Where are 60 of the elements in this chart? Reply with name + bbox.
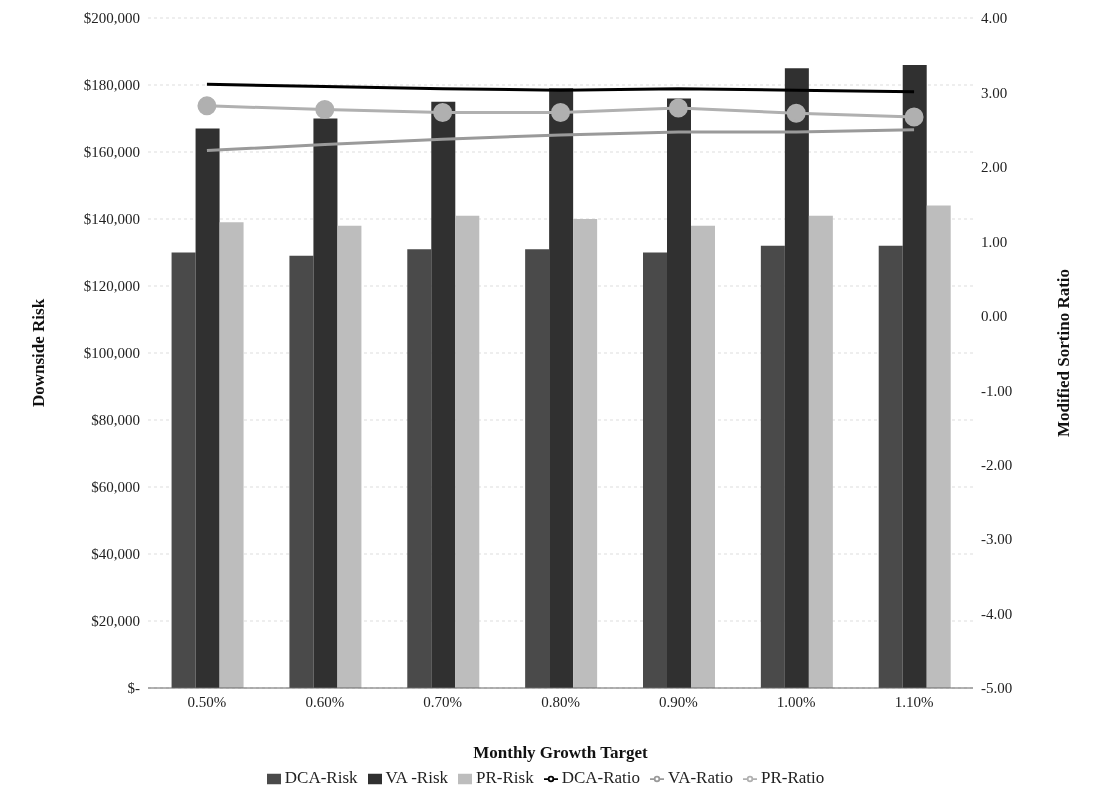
x-tick-label: 0.80% <box>541 693 580 710</box>
y2-tick-label: -1.00 <box>981 382 1013 399</box>
y2-tick-label: -2.00 <box>981 456 1013 473</box>
bar <box>431 101 456 688</box>
y-tick-label: $40,000 <box>91 546 140 563</box>
bar <box>643 252 667 688</box>
y2-tick-label: -5.00 <box>981 680 1013 697</box>
y-tick-label: $20,000 <box>91 613 140 630</box>
line-series <box>205 82 916 94</box>
y2-tick-label: -3.00 <box>981 531 1013 548</box>
x-tick-label: 0.50% <box>187 693 227 710</box>
bar <box>525 249 550 688</box>
y2-tick-label: 3.00 <box>981 84 1008 101</box>
x-tick-label: 1.00% <box>776 693 816 710</box>
x-tick-label: 0.60% <box>305 693 345 710</box>
y-tick-label: $120,000 <box>83 278 140 295</box>
line-series <box>205 128 916 153</box>
legend-label: DCA-Ratio <box>561 768 641 787</box>
y-tick-label: $140,000 <box>83 211 140 228</box>
legend-label: PR-Risk <box>476 768 534 787</box>
legend-label: PR-Ratio <box>760 768 825 787</box>
y2-axis-title: Modified Sortino Ratio <box>1054 268 1074 438</box>
bar <box>289 255 314 688</box>
y-tick-label: $200,000 <box>83 10 140 27</box>
legend-label: VA -Risk <box>385 768 449 787</box>
bar <box>407 249 432 688</box>
bar <box>195 128 220 688</box>
bar <box>337 225 362 688</box>
x-tick-label: 1.10% <box>894 693 934 710</box>
y-axis-title: Downside Risk <box>29 298 49 408</box>
y2-tick-label: 0.00 <box>981 308 1008 325</box>
bar <box>926 205 951 688</box>
y2-tick-label: 2.00 <box>981 159 1008 176</box>
bar <box>455 215 480 688</box>
bar <box>808 215 833 688</box>
bar <box>549 88 574 688</box>
legend-label: VA-Ratio <box>668 768 733 787</box>
y2-tick-label: 1.00 <box>981 233 1008 250</box>
x-axis-title: Monthly Growth Target <box>473 743 649 762</box>
bar <box>902 64 927 688</box>
x-tick-label: 0.90% <box>658 693 698 710</box>
y-tick-label: $180,000 <box>83 77 140 94</box>
y-tick-label: $60,000 <box>91 479 140 496</box>
bar <box>691 225 715 688</box>
legend-label: DCA-Risk <box>284 768 358 787</box>
bar <box>760 245 785 688</box>
bar <box>878 245 903 688</box>
bar <box>573 219 598 688</box>
y-tick-label: $80,000 <box>91 412 140 429</box>
bar <box>313 118 338 688</box>
y2-tick-label: -4.00 <box>981 605 1013 622</box>
bar <box>219 222 244 688</box>
y-tick-label: $160,000 <box>83 144 140 161</box>
y2-tick-label: 4.00 <box>981 10 1008 27</box>
bar <box>667 98 691 688</box>
bar <box>784 68 809 688</box>
y-tick-label: $100,000 <box>83 345 140 362</box>
bar <box>171 252 196 688</box>
x-tick-label: 0.70% <box>423 693 463 710</box>
y-tick-label: $- <box>127 680 140 697</box>
